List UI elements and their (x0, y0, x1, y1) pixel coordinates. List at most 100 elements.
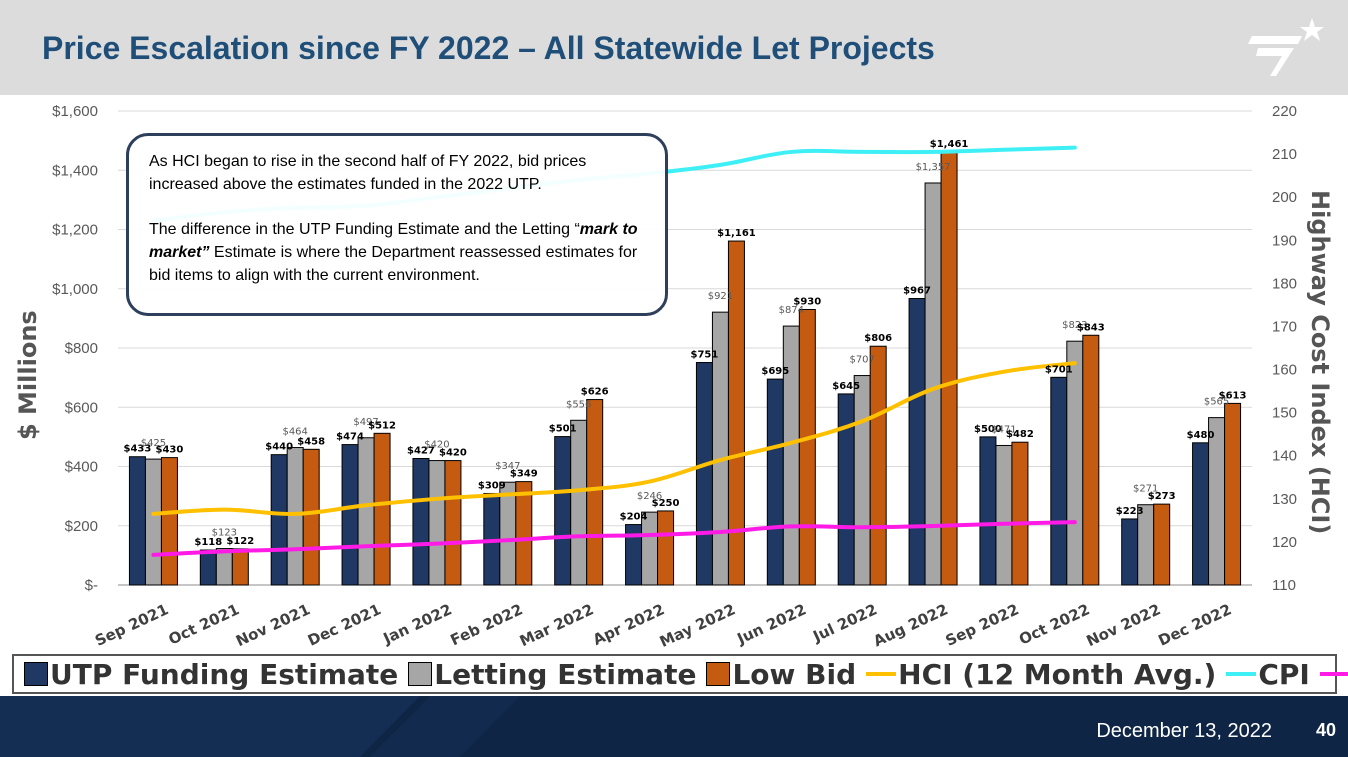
legend-item-hci: HCI (12 Month Avg.) (866, 658, 1216, 691)
bar-utp (128, 456, 146, 586)
y-tick-label: $400 (65, 459, 98, 476)
data-label-lowbid: $1,161 (717, 228, 756, 239)
data-label-letting: $823 (1062, 320, 1087, 331)
x-tick-label: May 2022 (657, 600, 738, 651)
x-tick-label: Sep 2022 (943, 600, 1022, 650)
bar-letting (499, 481, 517, 586)
data-label-lowbid: $122 (226, 536, 254, 547)
y-tick-label: $1,400 (52, 162, 98, 179)
y-tick-label: $600 (65, 399, 98, 416)
bar-utp (1192, 442, 1210, 586)
data-label-letting: $471 (991, 424, 1016, 435)
legend-swatch-pce (1319, 672, 1348, 676)
data-label-lowbid: $420 (439, 448, 467, 459)
data-label-letting: $425 (141, 438, 166, 449)
page-number: 40 (1315, 720, 1336, 740)
bar-utp (412, 458, 430, 586)
bar-lowbid (869, 345, 887, 586)
data-label-utp: $309 (478, 480, 506, 491)
bar-lowbid (444, 460, 462, 586)
y2-tick-label: 220 (1272, 103, 1297, 120)
data-label-letting: $464 (282, 427, 307, 438)
data-label-lowbid: $273 (1148, 491, 1176, 502)
x-tick-label: Mar 2022 (517, 600, 597, 650)
data-label-letting: $565 (1204, 397, 1229, 408)
data-label-utp: $701 (1045, 364, 1073, 375)
data-label-letting: $420 (424, 440, 449, 451)
chart-legend: UTP Funding Estimate Letting Estimate Low … (12, 654, 1348, 694)
data-label-utp: $480 (1187, 430, 1215, 441)
bar-letting (144, 458, 162, 586)
legend-label-utp: UTP Funding Estimate (50, 657, 399, 691)
bar-utp (1050, 376, 1068, 586)
footer-bar: December 13, 2022 40 (0, 696, 1348, 757)
slide-title: Price Escalation since FY 2022 – All Sta… (42, 30, 935, 66)
bar-lowbid (1153, 503, 1171, 586)
x-tick-label: Feb 2022 (448, 600, 526, 649)
data-label-letting: $921 (708, 291, 733, 302)
data-label-lowbid: $482 (1006, 429, 1034, 440)
bar-letting (357, 437, 375, 586)
legend-item-utp: UTP Funding Estimate (24, 658, 398, 691)
x-tick-label: Oct 2021 (166, 600, 242, 648)
annotation-callout: As HCI began to rise in the second half … (126, 133, 668, 316)
x-tick-label: Dec 2021 (305, 600, 384, 649)
bar-lowbid (940, 151, 958, 586)
legend-item-cpi: CPI (1226, 658, 1310, 691)
chart-svg: $- $200 $400 $600 $800 $1,000 $1,200 $1,400 $1,6… (52, 103, 1297, 651)
data-label-lowbid: $930 (793, 296, 821, 307)
data-label-lowbid: $458 (297, 436, 325, 447)
bar-utp (908, 298, 926, 586)
bar-letting (641, 511, 659, 586)
y2-tick-label: 140 (1272, 448, 1297, 465)
data-label-utp: $967 (903, 286, 931, 297)
callout-text-post: Estimate is where the Department reasses… (149, 244, 638, 284)
legend-swatch-utp (24, 662, 48, 686)
bar-lowbid (586, 399, 604, 586)
data-label-letting: $246 (637, 491, 662, 502)
y2-tick-label: 210 (1272, 146, 1297, 163)
data-label-utp: $223 (1116, 506, 1144, 517)
bar-letting (428, 460, 446, 586)
legend-item-lowbid: Low Bid (706, 658, 856, 691)
legend-label-letting: Letting Estimate (434, 657, 697, 691)
bar-letting (782, 325, 800, 586)
bar-lowbid (515, 481, 533, 586)
bar-letting (1208, 417, 1226, 586)
y2-tick-label: 200 (1272, 189, 1297, 206)
data-label-utp: $695 (761, 366, 789, 377)
x-tick-label: Jan 2022 (380, 600, 455, 648)
data-label-utp: $751 (691, 350, 719, 361)
data-label-letting: $707 (849, 355, 874, 366)
data-label-utp: $427 (407, 446, 435, 457)
line-hci (151, 361, 1077, 516)
bar-lowbid (657, 510, 675, 586)
chart-area: $- $200 $400 $600 $800 $1,000 $1,200 $1,400 $1,6… (0, 95, 1348, 695)
y2-tick-label: 130 (1272, 491, 1297, 508)
data-label-utp: $118 (194, 537, 222, 548)
footer-decoration (0, 696, 520, 757)
bar-utp (979, 436, 997, 586)
x-tick-label: Sep 2021 (92, 600, 171, 650)
bar-letting (286, 447, 304, 586)
data-label-lowbid: $806 (864, 333, 892, 344)
txdot-logo-icon (1248, 18, 1324, 76)
data-label-lowbid: $843 (1077, 322, 1105, 333)
y-tick-label: $1,000 (52, 281, 98, 298)
y-tick-label: $200 (65, 518, 98, 535)
line-pce (151, 520, 1077, 557)
legend-item-letting: Letting Estimate (408, 658, 696, 691)
data-label-letting: $497 (353, 417, 378, 428)
bar-lowbid (373, 432, 391, 586)
legend-item-pce: PCE (1319, 658, 1348, 691)
callout-paragraph-2: The difference in the UTP Funding Estima… (149, 218, 645, 287)
data-label-letting: $556 (566, 399, 591, 410)
y2-tick-label: 170 (1272, 318, 1297, 335)
bar-lowbid (727, 240, 745, 586)
y2-tick-label: 150 (1272, 405, 1297, 422)
data-label-lowbid: $626 (581, 387, 609, 398)
bar-lowbid (1224, 402, 1242, 586)
header-bar: Price Escalation since FY 2022 – All Sta… (0, 0, 1348, 95)
data-label-lowbid: $1,461 (930, 139, 969, 150)
data-label-lowbid: $250 (652, 498, 680, 509)
